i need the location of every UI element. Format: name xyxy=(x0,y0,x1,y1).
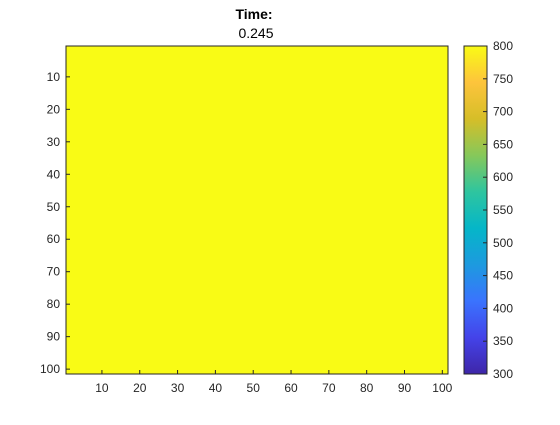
plot-area: 10 20 30 40 50 60 70 80 90 100 10 20 30 40 50 60 70 80 90 1… xyxy=(40,45,453,395)
y-tick-label: 20 xyxy=(47,102,61,116)
colorbar-tick-label: 450 xyxy=(493,269,513,283)
x-tick-label: 90 xyxy=(398,381,412,395)
colorbar-tick-label: 650 xyxy=(493,137,513,151)
colorbar-tick-label: 350 xyxy=(493,334,513,348)
colorbar-tick-label: 400 xyxy=(493,301,513,315)
colorbar-tick-label: 750 xyxy=(493,72,513,86)
x-tick-label: 30 xyxy=(171,381,185,395)
heatmap-field xyxy=(66,46,448,374)
x-tick-label: 100 xyxy=(432,381,452,395)
y-tick-label: 70 xyxy=(47,265,61,279)
y-tick-label: 50 xyxy=(47,200,61,214)
colorbar-tick-label: 800 xyxy=(493,39,513,53)
x-tick-label: 50 xyxy=(247,381,261,395)
colorbar-tick-label: 500 xyxy=(493,236,513,250)
x-tick-label: 70 xyxy=(322,381,336,395)
y-tick-label: 40 xyxy=(47,167,61,181)
colorbar-tick-label: 600 xyxy=(493,170,513,184)
y-tick-label: 90 xyxy=(47,330,61,344)
colorbar-tick-label: 550 xyxy=(493,203,513,217)
x-tick-label: 40 xyxy=(209,381,223,395)
y-tick-label: 80 xyxy=(47,297,61,311)
x-tick-label: 20 xyxy=(133,381,147,395)
colorbar-tick-label: 300 xyxy=(493,367,513,381)
y-tick-label: 60 xyxy=(47,232,61,246)
chart-title: Time: xyxy=(235,6,272,22)
x-tick-label: 80 xyxy=(360,381,374,395)
chart-subtitle: 0.245 xyxy=(238,25,273,41)
colorbar-tick-label: 700 xyxy=(493,105,513,119)
x-tick-label: 10 xyxy=(95,381,109,395)
plot-frame xyxy=(65,45,449,375)
y-tick-label: 10 xyxy=(47,70,61,84)
y-tick-label: 100 xyxy=(40,362,60,376)
colorbar: 300 350 400 450 500 550 600 650 700 750 800 xyxy=(463,39,513,381)
x-tick-label: 60 xyxy=(284,381,298,395)
y-tick-label: 30 xyxy=(47,135,61,149)
